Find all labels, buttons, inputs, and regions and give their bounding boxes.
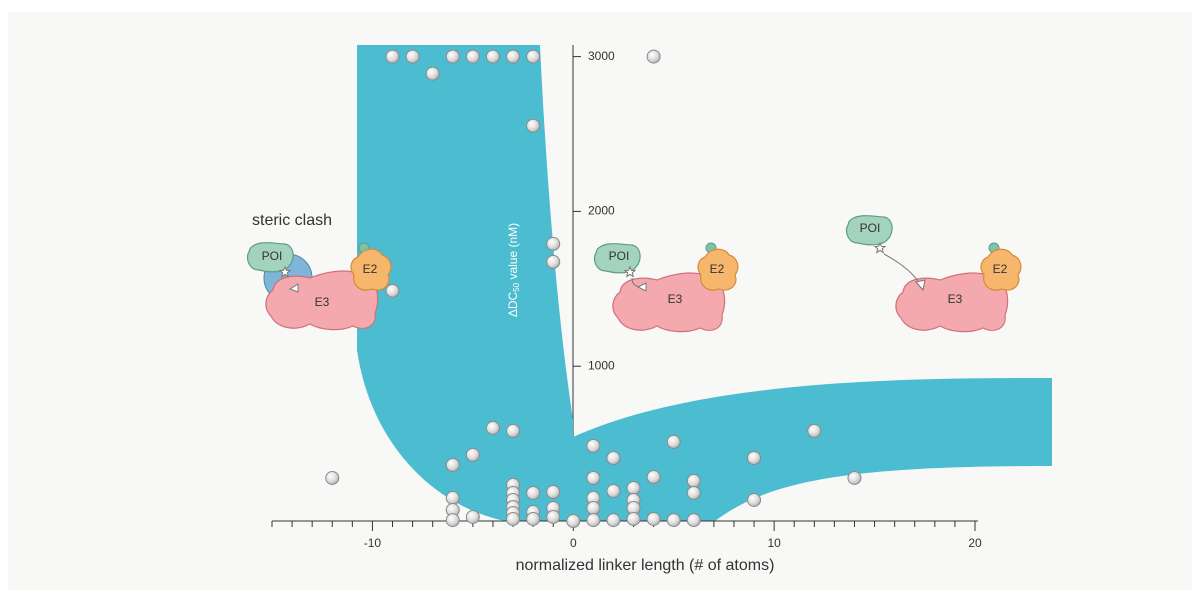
data-point xyxy=(606,450,621,465)
e2-label: E2 xyxy=(363,262,378,276)
poi-label: POI xyxy=(609,249,630,263)
data-point xyxy=(646,470,661,485)
data-point xyxy=(686,485,701,500)
arrow-head xyxy=(915,279,926,292)
data-point xyxy=(646,511,661,526)
data-point xyxy=(566,514,581,528)
data-point xyxy=(686,473,701,488)
data-point xyxy=(606,483,621,498)
data-point xyxy=(626,511,641,526)
x-tick-label: 20 xyxy=(968,536,982,550)
data-point xyxy=(526,485,541,500)
data-point xyxy=(526,49,541,64)
data-point xyxy=(686,513,701,528)
x-tick-label: 0 xyxy=(570,536,577,550)
x-tick-label: 10 xyxy=(767,536,781,550)
data-point xyxy=(646,49,661,64)
data-point xyxy=(586,470,601,485)
data-point xyxy=(485,420,500,435)
y-axis-label: ΔDC50 value (nM) xyxy=(506,223,521,317)
e3-label: E3 xyxy=(668,292,683,306)
y-label-sub: 50 xyxy=(512,282,521,291)
data-point xyxy=(465,447,480,462)
annotation: steric clash xyxy=(252,212,332,229)
data-point xyxy=(807,423,822,438)
data-point xyxy=(385,49,400,64)
data-point xyxy=(526,511,541,526)
data-point xyxy=(506,423,521,438)
data-point xyxy=(425,66,440,81)
e3-label: E3 xyxy=(948,292,963,306)
data-point xyxy=(626,481,641,496)
y-tick-label: 1000 xyxy=(588,358,615,372)
illustration-clash: steric clash POI E2 E3 xyxy=(246,212,392,331)
data-point xyxy=(465,509,480,524)
poi-label: POI xyxy=(262,249,283,263)
data-point xyxy=(546,509,561,524)
data-point xyxy=(546,236,561,251)
data-point xyxy=(606,513,621,528)
poi-label: POI xyxy=(860,221,881,235)
illustration-optimal: POI E2 E3 xyxy=(593,242,739,333)
data-point xyxy=(445,513,460,528)
data-point xyxy=(506,511,521,526)
y-label-rest: value (nM) xyxy=(506,223,520,283)
y-tick-label: 2000 xyxy=(588,204,615,218)
data-point xyxy=(747,450,762,465)
data-point xyxy=(445,457,460,472)
illustration-long: POI E2 E3 xyxy=(845,215,1022,333)
data-point xyxy=(586,500,601,515)
data-point xyxy=(586,438,601,453)
data-point xyxy=(546,485,561,500)
data-point xyxy=(385,283,400,298)
data-point xyxy=(465,49,480,64)
data-point xyxy=(485,49,500,64)
arrow-head xyxy=(636,282,647,292)
e2-label: E2 xyxy=(710,262,725,276)
data-point xyxy=(586,513,601,528)
arrow-head xyxy=(288,283,299,293)
y-label-main: ΔDC xyxy=(506,291,520,317)
trend-band xyxy=(357,45,1052,521)
data-point xyxy=(847,470,862,485)
data-point xyxy=(546,254,561,269)
data-point xyxy=(445,49,460,64)
e2-label: E2 xyxy=(993,262,1008,276)
data-point xyxy=(445,490,460,505)
data-point xyxy=(526,118,541,133)
data-point xyxy=(666,434,681,449)
data-point xyxy=(666,513,681,528)
data-point xyxy=(747,492,762,507)
y-tick-label: 3000 xyxy=(588,49,615,63)
x-axis-label: normalized linker length (# of atoms) xyxy=(516,557,775,574)
data-point xyxy=(506,49,521,64)
data-point xyxy=(325,470,340,485)
e3-label: E3 xyxy=(315,295,330,309)
data-point xyxy=(405,49,420,64)
x-tick-label: -10 xyxy=(364,536,382,550)
